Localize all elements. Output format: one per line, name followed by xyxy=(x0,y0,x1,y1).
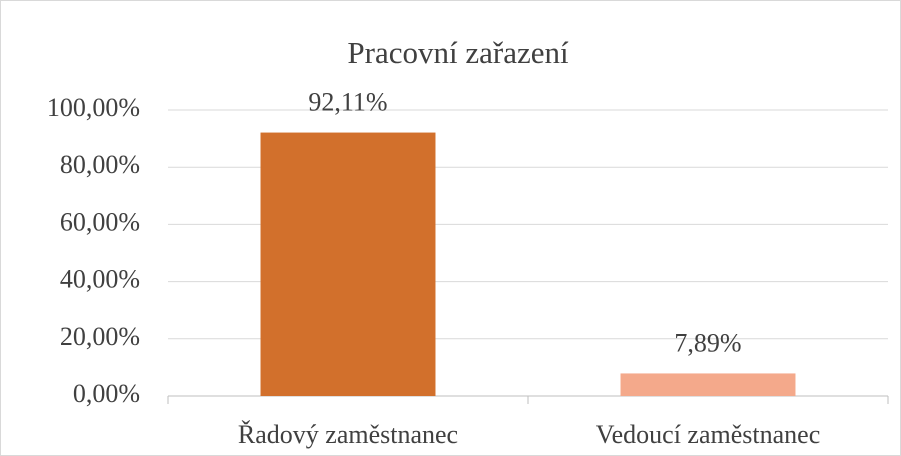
bar xyxy=(620,373,796,396)
bar xyxy=(260,132,436,396)
x-tick-label: Vedoucí zaměstnanec xyxy=(596,420,821,449)
data-label: 92,11% xyxy=(308,88,387,117)
y-tick-label: 40,00% xyxy=(60,265,140,294)
y-tick-label: 60,00% xyxy=(60,207,140,236)
chart-title: Pracovní zařazení xyxy=(347,35,569,70)
y-tick-label: 20,00% xyxy=(60,322,140,351)
data-label: 7,89% xyxy=(674,328,741,357)
y-tick-label: 0,00% xyxy=(73,379,140,408)
x-tick-label: Řadový zaměstnanec xyxy=(238,420,458,449)
y-tick-label: 80,00% xyxy=(60,150,140,179)
y-tick-label: 100,00% xyxy=(47,93,140,122)
